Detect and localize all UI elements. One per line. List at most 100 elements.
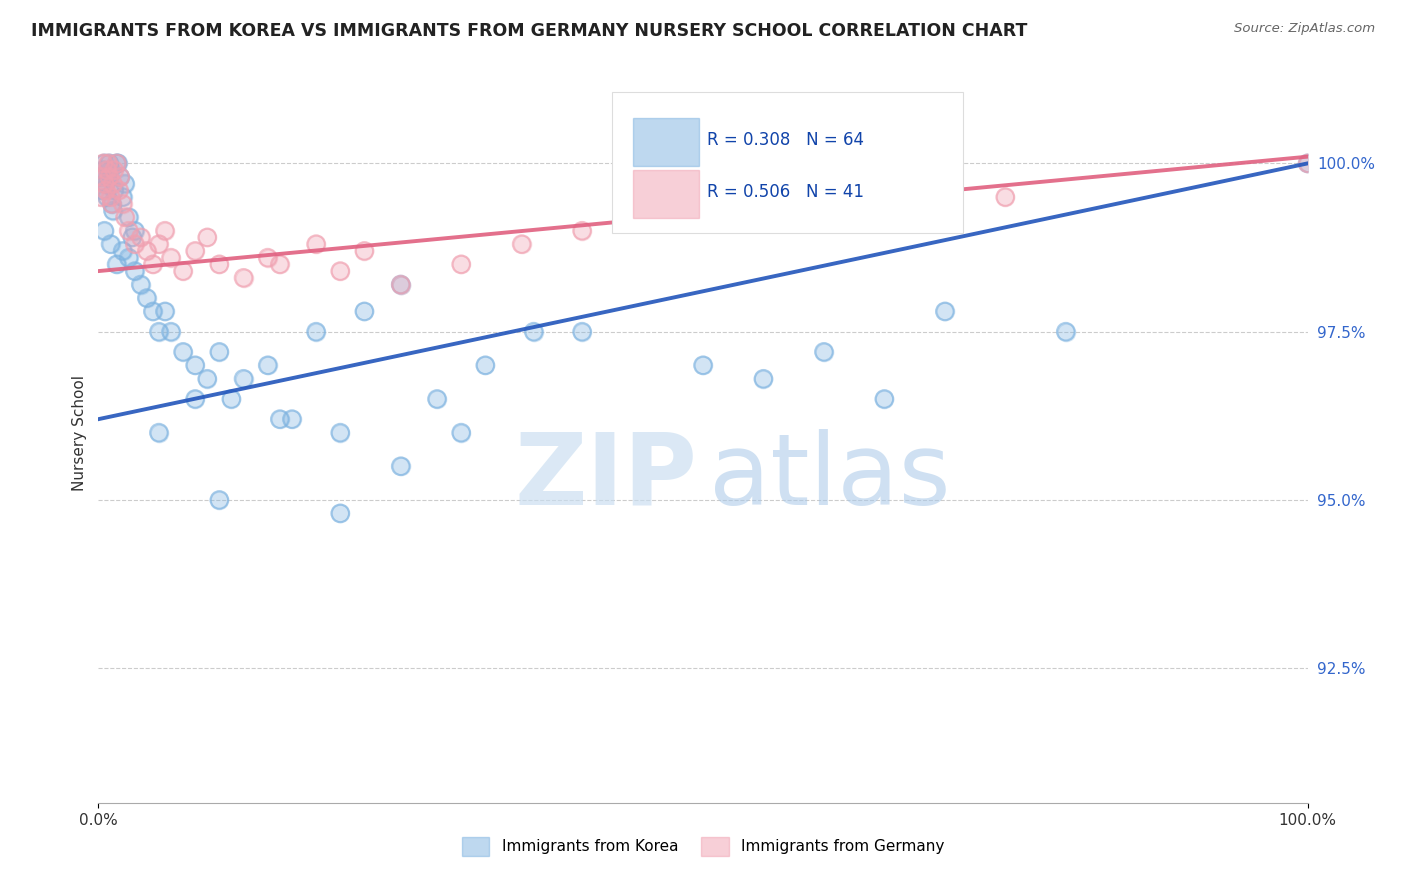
Point (129, 230, 152, 244)
Point (135, 244, 157, 258)
Point (105, 257, 128, 271)
Point (91, 163, 114, 178)
Point (91, 156, 114, 170)
Point (91, 163, 114, 178)
Point (208, 257, 231, 271)
Point (108, 169, 131, 184)
Point (105, 156, 128, 170)
Point (450, 425, 472, 440)
Text: atlas: atlas (709, 428, 950, 525)
Point (571, 224, 593, 238)
Point (101, 177, 124, 191)
Point (91, 156, 114, 170)
Point (108, 183, 131, 197)
Text: Source: ZipAtlas.com: Source: ZipAtlas.com (1234, 22, 1375, 36)
Point (107, 156, 129, 170)
Point (93, 224, 115, 238)
Point (873, 392, 896, 406)
Point (98, 169, 121, 184)
Point (195, 230, 218, 244)
Point (160, 251, 183, 265)
Point (221, 392, 243, 406)
Point (93, 156, 115, 170)
Point (118, 251, 141, 265)
Point (426, 392, 449, 406)
Point (571, 325, 593, 339)
Point (329, 264, 352, 278)
Point (256, 251, 278, 265)
Point (1296, 156, 1319, 170)
Point (195, 372, 218, 386)
Point (96, 190, 118, 204)
Point (153, 224, 176, 238)
Point (153, 224, 176, 238)
Point (160, 325, 183, 339)
Point (571, 325, 593, 339)
Point (135, 291, 157, 305)
Point (692, 359, 714, 373)
Point (94, 177, 117, 191)
Text: R = 0.308   N = 64: R = 0.308 N = 64 (707, 131, 863, 149)
Point (97, 156, 120, 170)
Point (93, 177, 115, 191)
Point (160, 325, 183, 339)
Point (389, 277, 412, 292)
Point (208, 492, 231, 507)
Point (1054, 325, 1077, 339)
Point (232, 372, 254, 386)
Point (98, 156, 121, 170)
Point (329, 425, 352, 440)
Point (114, 177, 136, 191)
Point (118, 251, 141, 265)
Point (329, 507, 352, 521)
Point (329, 507, 352, 521)
Point (108, 169, 131, 184)
Point (195, 372, 218, 386)
Point (107, 156, 129, 170)
Point (873, 392, 896, 406)
Point (172, 264, 194, 278)
Point (124, 264, 146, 278)
Point (90, 169, 112, 184)
Point (111, 190, 134, 204)
Point (752, 372, 775, 386)
Point (118, 224, 141, 238)
Point (118, 224, 141, 238)
Point (97, 169, 120, 184)
Text: IMMIGRANTS FROM KOREA VS IMMIGRANTS FROM GERMANY NURSERY SCHOOL CORRELATION CHAR: IMMIGRANTS FROM KOREA VS IMMIGRANTS FROM… (31, 22, 1028, 40)
Point (353, 304, 375, 318)
Point (98, 169, 121, 184)
Point (129, 277, 152, 292)
Point (510, 237, 533, 252)
Point (124, 237, 146, 252)
Point (105, 257, 128, 271)
Point (148, 425, 170, 440)
Point (752, 372, 775, 386)
Point (124, 224, 146, 238)
Point (96, 163, 118, 178)
Point (523, 325, 546, 339)
Point (305, 325, 328, 339)
Point (269, 412, 291, 426)
Point (184, 392, 207, 406)
Point (389, 459, 412, 474)
Point (353, 304, 375, 318)
Point (450, 257, 472, 271)
Point (172, 264, 194, 278)
Point (172, 344, 194, 359)
Point (108, 169, 131, 184)
Point (142, 257, 165, 271)
Point (103, 183, 125, 197)
Point (329, 264, 352, 278)
Point (450, 257, 472, 271)
Text: ZIP: ZIP (515, 428, 697, 525)
Point (100, 237, 122, 252)
Point (256, 251, 278, 265)
Point (135, 244, 157, 258)
Point (389, 277, 412, 292)
Point (93, 156, 115, 170)
Point (208, 492, 231, 507)
Point (124, 224, 146, 238)
Point (94, 177, 117, 191)
Point (118, 211, 141, 225)
